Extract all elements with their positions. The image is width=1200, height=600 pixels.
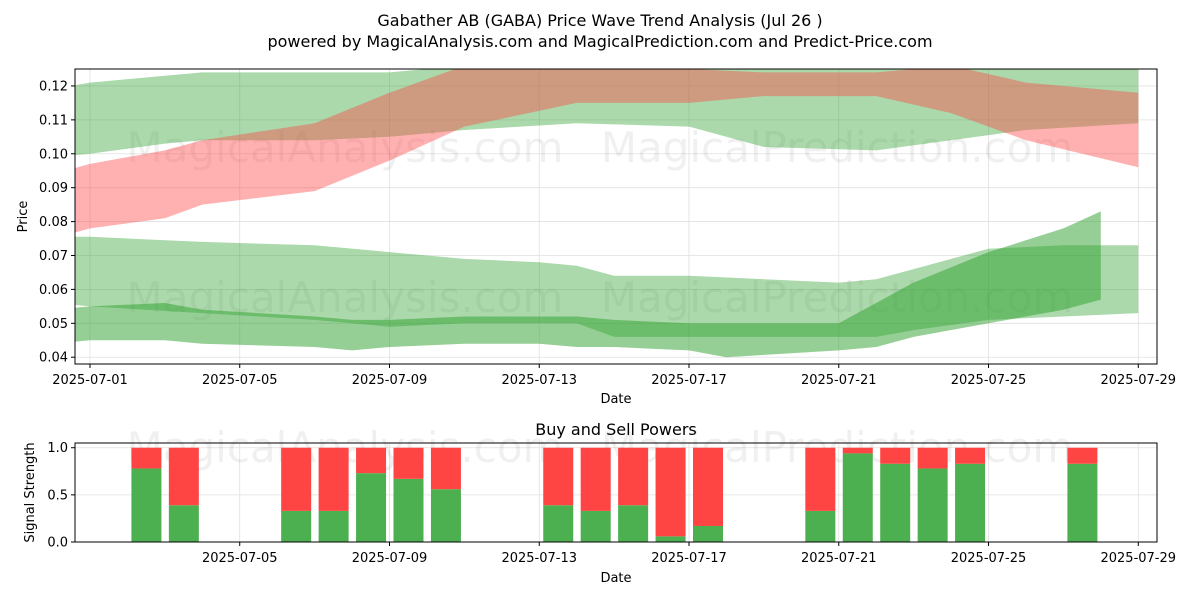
x-tick-label: 2025-07-01: [52, 373, 128, 388]
x-tick-label: 2025-07-09: [352, 551, 428, 566]
buy-bar: [1067, 463, 1098, 542]
buy-bar: [693, 525, 724, 542]
buy-bar: [842, 453, 873, 542]
y-tick-label: 0.5: [47, 488, 68, 503]
buy-bar: [917, 468, 948, 542]
y-tick-label: 0.0: [47, 536, 68, 551]
y-tick-label: 0.11: [39, 113, 68, 128]
y-tick-label: 0.05: [39, 317, 68, 332]
sell-bar: [655, 447, 686, 537]
sell-bar: [618, 447, 649, 506]
buy-bar: [805, 510, 836, 542]
buy-bar: [131, 468, 162, 542]
upper-red-band: [75, 69, 1139, 233]
sell-bar: [805, 447, 836, 511]
signal-axes-frame: [74, 442, 1158, 543]
sell-bar: [693, 447, 724, 526]
x-tick-label: 2025-07-25: [951, 373, 1027, 388]
sell-bar: [917, 447, 948, 469]
price-axes-frame: [74, 68, 1158, 365]
buy-bar: [356, 473, 387, 542]
buy-bar: [543, 505, 574, 542]
buy-bar: [618, 505, 649, 542]
sell-bar: [168, 447, 199, 506]
watermark-text: MagicalPrediction.com: [601, 123, 1074, 172]
sell-bar: [393, 447, 424, 479]
x-tick-label: 2025-07-13: [501, 551, 577, 566]
x-tick-label: 2025-07-25: [951, 551, 1027, 566]
x-tick-label: 2025-07-09: [352, 373, 428, 388]
sell-bar: [356, 447, 387, 474]
buy-bar: [393, 478, 424, 542]
chart-subtitle: powered by MagicalAnalysis.com and Magic…: [267, 32, 932, 51]
upper-green-band: [75, 69, 1139, 156]
watermark-text: MagicalAnalysis.com: [127, 123, 564, 172]
buy-bar: [955, 463, 986, 542]
y-tick-label: 0.12: [39, 79, 68, 94]
sell-bar: [1067, 447, 1098, 464]
sell-bar: [131, 447, 162, 469]
sell-bar: [543, 447, 574, 506]
x-tick-label: 2025-07-13: [501, 373, 577, 388]
buy-bar: [655, 536, 686, 542]
x-tick-label: 2025-07-21: [801, 551, 877, 566]
price-wave-band: [75, 211, 1101, 358]
sell-bar: [430, 447, 461, 490]
bands-group: [75, 69, 1139, 358]
buy-bar: [580, 510, 611, 542]
x-tick-label: 2025-07-21: [801, 373, 877, 388]
x-tick-label: 2025-07-05: [202, 373, 278, 388]
y-tick-label: 0.07: [39, 249, 68, 264]
buy-bar: [880, 463, 911, 542]
x-tick-label: 2025-07-05: [202, 551, 278, 566]
sell-bar: [955, 447, 986, 464]
y-tick-label: 0.08: [39, 215, 68, 230]
y-tick-label: 0.10: [39, 147, 68, 162]
buy-bar: [281, 510, 312, 542]
sell-bar: [318, 447, 349, 511]
price-chart-panel: MagicalAnalysis.com MagicalPrediction.com…: [16, 68, 1176, 407]
y-axis-label: Price: [16, 201, 31, 233]
sell-bar: [842, 447, 873, 454]
sell-bar: [281, 447, 312, 511]
x-tick-label: 2025-07-17: [651, 373, 727, 388]
buy-bar: [168, 505, 199, 542]
signal-chart-title: Buy and Sell Powers: [535, 420, 697, 439]
x-axis-label: Date: [600, 571, 631, 586]
sell-bar: [880, 447, 911, 464]
buy-bar: [430, 489, 461, 542]
x-axis-label: Date: [600, 392, 631, 407]
y-tick-label: 0.04: [39, 351, 68, 366]
x-tick-label: 2025-07-29: [1100, 551, 1176, 566]
y-tick-label: 0.06: [39, 283, 68, 298]
y-axis-label: Signal Strength: [23, 442, 38, 542]
buy-bar: [318, 510, 349, 542]
x-tick-label: 2025-07-17: [651, 551, 727, 566]
chart-title: Gabather AB (GABA) Price Wave Trend Anal…: [377, 11, 822, 30]
sell-bar: [580, 447, 611, 511]
y-tick-label: 0.09: [39, 181, 68, 196]
x-tick-label: 2025-07-29: [1100, 373, 1176, 388]
y-tick-label: 1.0: [47, 441, 68, 456]
